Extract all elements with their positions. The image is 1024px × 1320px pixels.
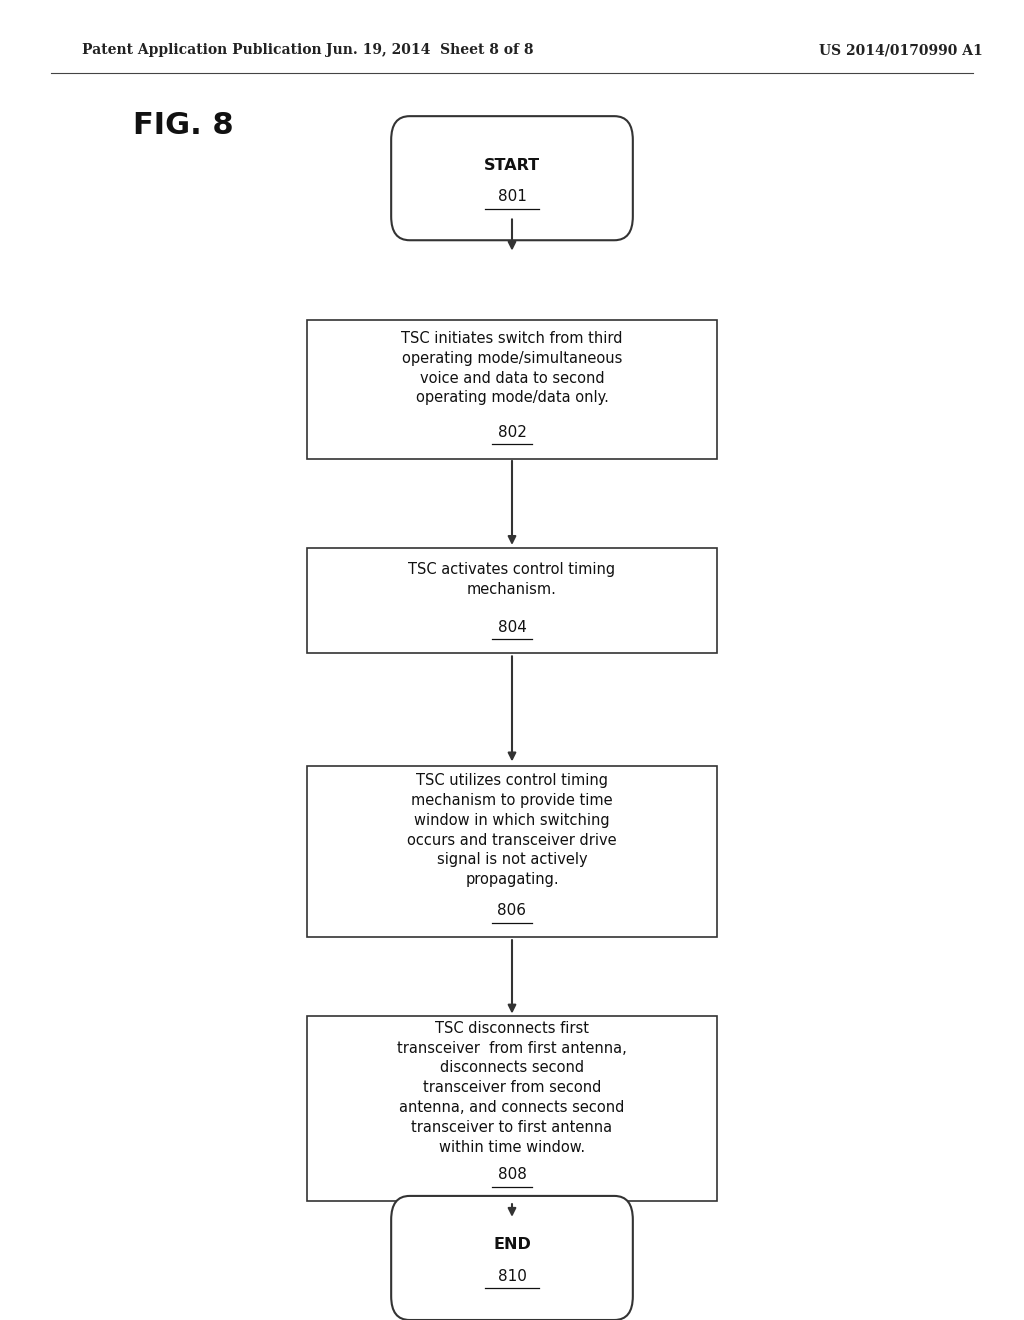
FancyBboxPatch shape xyxy=(307,321,717,459)
Text: 804: 804 xyxy=(498,619,526,635)
Text: 810: 810 xyxy=(498,1269,526,1284)
Text: FIG. 8: FIG. 8 xyxy=(133,111,233,140)
Text: START: START xyxy=(484,157,540,173)
Text: 801: 801 xyxy=(498,189,526,205)
Text: Patent Application Publication: Patent Application Publication xyxy=(82,44,322,57)
Text: Jun. 19, 2014  Sheet 8 of 8: Jun. 19, 2014 Sheet 8 of 8 xyxy=(327,44,534,57)
Text: TSC initiates switch from third
operating mode/simultaneous
voice and data to se: TSC initiates switch from third operatin… xyxy=(401,331,623,405)
Text: TSC activates control timing
mechanism.: TSC activates control timing mechanism. xyxy=(409,562,615,597)
Text: US 2014/0170990 A1: US 2014/0170990 A1 xyxy=(819,44,983,57)
FancyBboxPatch shape xyxy=(391,116,633,240)
FancyBboxPatch shape xyxy=(307,548,717,653)
Text: 808: 808 xyxy=(498,1167,526,1183)
Text: TSC disconnects first
transceiver  from first antenna,
disconnects second
transc: TSC disconnects first transceiver from f… xyxy=(397,1020,627,1155)
FancyBboxPatch shape xyxy=(307,766,717,937)
Text: END: END xyxy=(494,1237,530,1253)
Text: TSC utilizes control timing
mechanism to provide time
window in which switching
: TSC utilizes control timing mechanism to… xyxy=(408,774,616,887)
FancyBboxPatch shape xyxy=(391,1196,633,1320)
Text: 802: 802 xyxy=(498,425,526,440)
Text: 806: 806 xyxy=(498,903,526,919)
FancyBboxPatch shape xyxy=(307,1016,717,1201)
